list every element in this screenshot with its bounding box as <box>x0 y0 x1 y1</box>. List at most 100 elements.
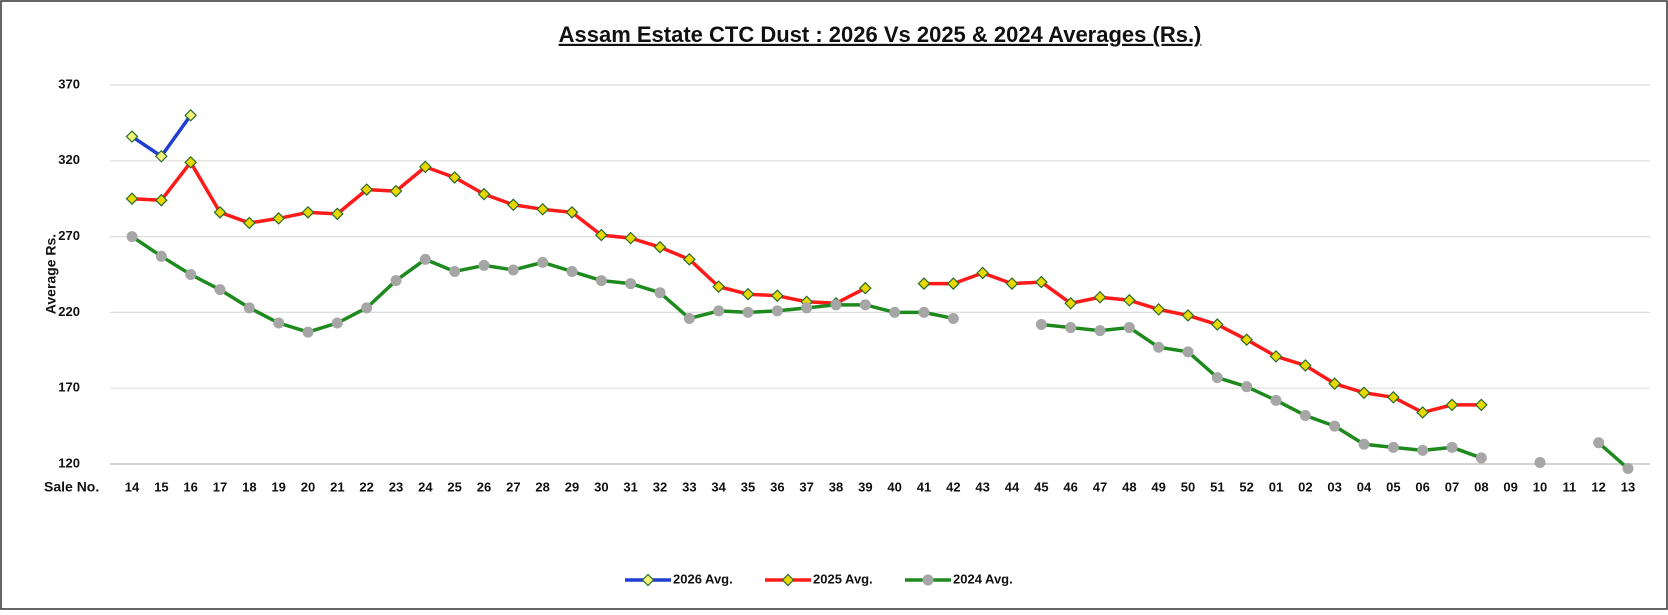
line-marker <box>624 231 638 245</box>
line-marker <box>1153 341 1165 353</box>
line-marker <box>1241 381 1253 393</box>
line-marker <box>1417 444 1429 456</box>
line-marker <box>301 205 315 219</box>
line-marker <box>741 287 755 301</box>
y-tick-label: 120 <box>58 455 80 470</box>
line-marker <box>1182 346 1194 358</box>
line-marker <box>770 289 784 303</box>
legend-label: 2026 Avg. <box>673 571 733 586</box>
x-tick-label: 38 <box>829 479 843 494</box>
line-marker <box>154 193 168 207</box>
line-marker <box>1357 386 1371 400</box>
x-tick-label: 10 <box>1533 479 1547 494</box>
x-tick-label: 15 <box>154 479 168 494</box>
x-tick-label: 03 <box>1327 479 1341 494</box>
y-tick-label: 270 <box>58 228 80 243</box>
line-marker <box>125 130 139 143</box>
x-tick-label: 01 <box>1269 479 1283 494</box>
line-marker <box>654 287 666 299</box>
line-marker <box>859 299 871 311</box>
line-marker <box>625 278 637 290</box>
x-axis-label: Sale No. <box>44 479 99 495</box>
x-tick-label: 46 <box>1063 479 1077 494</box>
x-tick-label: 32 <box>653 479 667 494</box>
x-tick-label: 12 <box>1591 479 1605 494</box>
line-marker <box>922 574 934 586</box>
x-tick-label: 34 <box>711 479 726 494</box>
line-marker <box>1298 359 1312 372</box>
x-tick-label: 16 <box>183 479 197 494</box>
line-marker <box>682 252 696 266</box>
x-tick-label: 27 <box>506 479 520 494</box>
x-tick-label: 31 <box>623 479 637 494</box>
line-marker <box>1123 322 1135 334</box>
line-marker <box>566 265 578 277</box>
line-marker <box>273 317 285 329</box>
line-marker <box>712 280 726 293</box>
line-marker <box>1035 319 1047 331</box>
x-tick-label: 14 <box>125 479 140 494</box>
line-marker <box>1445 398 1459 412</box>
legend-label: 2025 Avg. <box>813 571 873 586</box>
x-tick-label: 20 <box>301 479 315 494</box>
x-tick-label: 19 <box>271 479 285 494</box>
x-tick-label: 51 <box>1210 479 1224 494</box>
line-marker <box>448 171 462 184</box>
line-marker <box>1474 398 1488 412</box>
line-marker <box>1065 322 1077 334</box>
x-tick-label: 22 <box>359 479 373 494</box>
x-tick-label: 05 <box>1386 479 1400 494</box>
line-marker <box>478 259 490 271</box>
line-marker <box>595 275 607 287</box>
line-marker <box>889 306 901 318</box>
line-marker <box>565 205 579 219</box>
line-marker <box>683 312 695 324</box>
y-tick-label: 170 <box>58 380 80 395</box>
line-marker <box>1299 409 1311 421</box>
line-marker <box>1122 293 1136 307</box>
line-marker <box>125 192 139 206</box>
line-marker <box>1534 456 1546 468</box>
y-tick-label: 220 <box>58 304 80 319</box>
line-marker <box>361 302 373 314</box>
line-marker <box>1328 377 1342 391</box>
line-marker <box>976 266 990 280</box>
line-marker <box>154 149 168 163</box>
x-tick-label: 47 <box>1093 479 1107 494</box>
line-marker <box>243 302 255 314</box>
x-tick-label: 07 <box>1445 479 1459 494</box>
line-marker <box>653 240 667 254</box>
x-tick-label: 09 <box>1503 479 1517 494</box>
line-marker <box>1358 438 1370 450</box>
x-tick-label: 37 <box>799 479 813 494</box>
line-marker <box>185 269 197 280</box>
line-marker <box>1386 390 1400 404</box>
line-marker <box>1269 350 1283 363</box>
line-marker <box>506 198 520 212</box>
line-marker <box>1152 303 1166 316</box>
y-tick-label: 320 <box>58 152 80 167</box>
x-tick-label: 29 <box>565 479 579 494</box>
line-marker <box>917 277 931 290</box>
line-marker <box>1593 437 1605 449</box>
line-marker <box>242 216 256 230</box>
x-tick-label: 02 <box>1298 479 1312 494</box>
x-tick-label: 49 <box>1151 479 1165 494</box>
line-marker <box>537 256 549 268</box>
line-marker <box>858 281 872 295</box>
line-marker <box>214 284 226 296</box>
x-tick-label: 39 <box>858 479 872 494</box>
line-marker <box>1446 441 1458 453</box>
line-marker <box>918 306 930 318</box>
line-marker <box>742 306 754 318</box>
line-marker <box>419 253 431 265</box>
line-marker <box>1093 290 1107 304</box>
line-marker <box>330 207 344 221</box>
line-marker <box>713 305 725 317</box>
line-marker <box>830 299 842 311</box>
line-marker <box>781 573 795 587</box>
line-marker <box>507 264 519 276</box>
y-tick-label: 370 <box>58 76 80 91</box>
x-tick-label: 35 <box>741 479 755 494</box>
